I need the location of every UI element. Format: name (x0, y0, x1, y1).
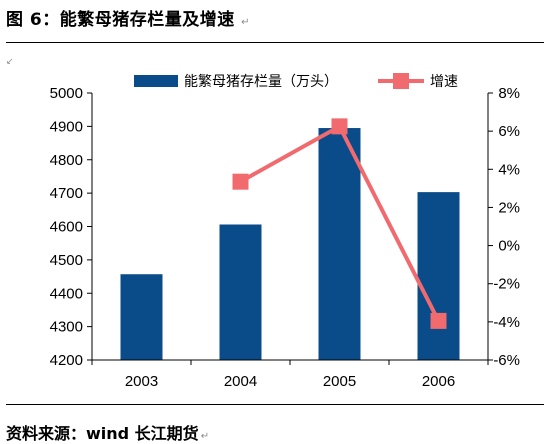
source-text: 资料来源：wind 长江期货 (6, 424, 199, 443)
x-tick-label-2003: 2003 (125, 373, 158, 390)
combo-chart: 4200 4300 4400 4500 4600 4700 4800 4900 5000 -6% -… (50, 73, 520, 390)
growth-marker-2005 (331, 118, 348, 135)
bottom-rule (6, 404, 544, 405)
left-tick-label-4400: 4400 (50, 285, 83, 302)
left-tick-label-4900: 4900 (50, 118, 83, 135)
left-tick-label-4300: 4300 (50, 319, 83, 336)
top-rule (6, 42, 544, 43)
right-tick-label-4%: 4% (498, 161, 520, 178)
right-tick-label-8%: 8% (498, 85, 520, 102)
right-tick-label-2%: 2% (498, 199, 520, 216)
left-tick-label-4500: 4500 (50, 252, 83, 269)
left-tick-label-4200: 4200 (50, 352, 83, 369)
left-tick-label-5000: 5000 (50, 85, 83, 102)
legend-label-bars: 能繁母猪存栏量（万头） (184, 74, 338, 90)
left-tick-label-4800: 4800 (50, 152, 83, 169)
paragraph-mark-icon: ↵ (241, 17, 251, 28)
bar-2004 (219, 224, 262, 360)
legend-label-line: 增速 (430, 74, 458, 90)
source-note: 资料来源：wind 长江期货 ↵ (6, 420, 209, 444)
x-tick-label-2006: 2006 (422, 373, 455, 390)
anchor-mark-icon: ↙ (6, 57, 14, 67)
legend-swatch-bars (134, 75, 178, 87)
x-tick-label-2004: 2004 (224, 373, 257, 390)
right-tick-label--6%: -6% (493, 352, 520, 369)
figure-title: 图 6：能繁母猪存栏量及增速 ↵ (6, 5, 250, 30)
bar-2003 (120, 274, 163, 360)
left-tick-label-4700: 4700 (50, 185, 83, 202)
left-tick-label-4600: 4600 (50, 219, 83, 236)
figure-title-text: 图 6：能繁母猪存栏量及增速 (6, 10, 235, 30)
growth-marker-2004 (232, 173, 249, 190)
right-tick-label--2%: -2% (493, 276, 520, 293)
bar-2005 (318, 128, 361, 360)
right-tick-label-6%: 6% (498, 123, 520, 140)
growth-marker-2006 (430, 312, 447, 329)
bar-2006 (417, 192, 460, 360)
paragraph-mark-icon-2: ↵ (200, 431, 210, 442)
right-tick-label--4%: -4% (493, 314, 520, 331)
legend-swatch-marker (393, 73, 409, 89)
x-tick-label-2005: 2005 (323, 373, 356, 390)
right-tick-label-0%: 0% (498, 238, 520, 255)
